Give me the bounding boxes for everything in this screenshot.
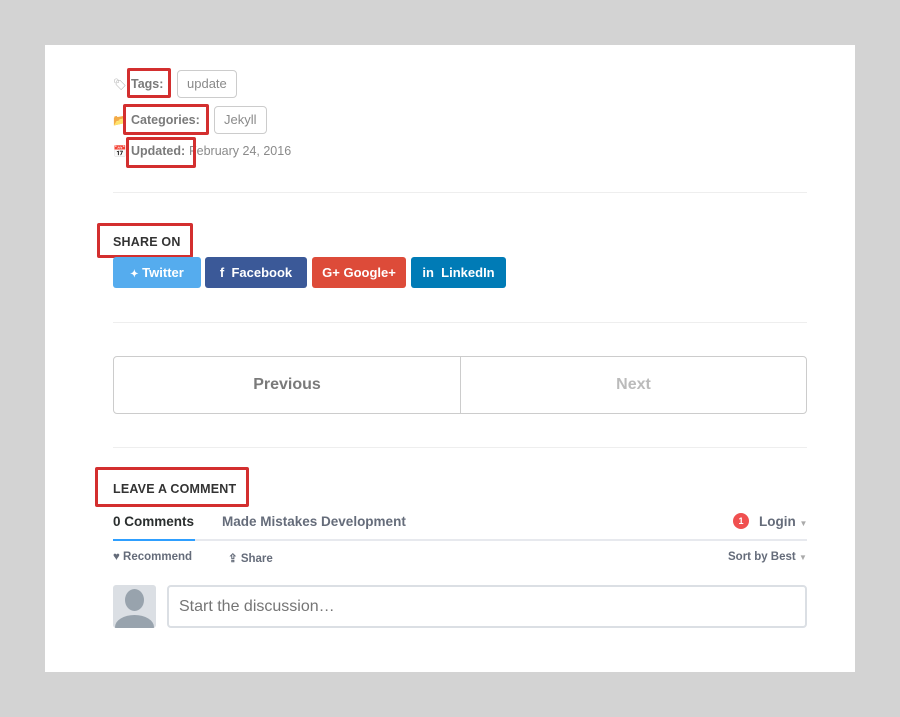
google-plus-share-button[interactable]: G+ Google+ — [312, 257, 406, 288]
login-button[interactable]: Login ▼ — [759, 514, 808, 529]
comments-count-tab[interactable]: 0 Comments — [113, 514, 195, 529]
sort-dropdown[interactable]: Sort by Best ▼ — [728, 551, 807, 563]
chevron-down-icon: ▼ — [799, 519, 808, 528]
twitter-share-button[interactable]: ✦ Twitter — [113, 257, 201, 288]
notification-badge[interactable]: 1 — [733, 513, 749, 529]
tag-icon: 🏷 — [113, 79, 127, 91]
next-button[interactable]: Next — [460, 356, 807, 414]
tag-chip[interactable]: update — [177, 70, 237, 98]
highlight-box — [127, 68, 171, 98]
divider — [113, 322, 807, 323]
categories-label: Categories: — [131, 113, 200, 127]
facebook-icon: f — [219, 265, 225, 280]
comment-heading: LEAVE A COMMENT — [113, 482, 237, 496]
updated-label: Updated: — [131, 144, 186, 158]
updated-date: February 24, 2016 — [188, 144, 292, 158]
highlight-box — [95, 467, 249, 507]
divider — [113, 447, 807, 448]
twitter-icon: ✦ — [130, 269, 139, 280]
google-plus-icon: G+ — [322, 265, 340, 280]
linkedin-share-button[interactable]: in LinkedIn — [411, 257, 506, 288]
share-thread-button[interactable]: ⇪ Share — [228, 553, 273, 565]
category-chip[interactable]: Jekyll — [214, 106, 267, 134]
chevron-down-icon: ▼ — [798, 553, 807, 562]
facebook-share-button[interactable]: f Facebook — [205, 257, 307, 288]
highlight-box — [126, 137, 196, 168]
tab-bar — [113, 539, 807, 541]
share-heading: SHARE ON — [113, 235, 181, 249]
page-card — [45, 45, 855, 672]
community-tab[interactable]: Made Mistakes Development — [222, 514, 406, 529]
highlight-box — [123, 104, 209, 135]
divider — [113, 192, 807, 193]
previous-button[interactable]: Previous — [113, 356, 461, 414]
calendar-icon: 📅 — [113, 146, 127, 158]
share-icon: ⇪ — [228, 553, 238, 565]
avatar — [113, 585, 156, 628]
tags-label: Tags: — [131, 77, 164, 91]
comment-input[interactable] — [167, 585, 807, 628]
active-tab-underline — [113, 539, 195, 541]
heart-icon: ♥ — [113, 551, 120, 563]
highlight-box — [97, 223, 193, 258]
linkedin-icon: in — [422, 265, 434, 280]
recommend-button[interactable]: ♥ Recommend — [113, 551, 193, 563]
